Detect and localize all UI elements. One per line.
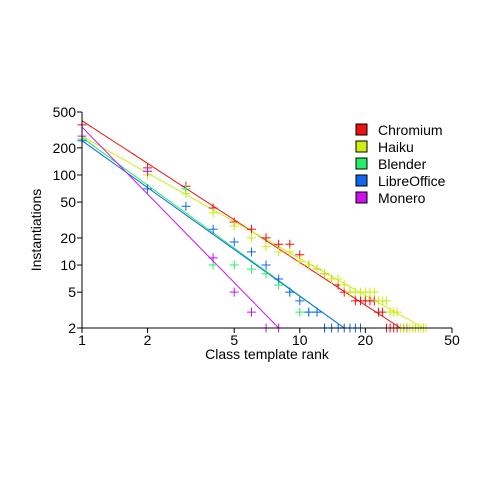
legend-label-monero: Monero: [378, 190, 426, 206]
data-point: [261, 242, 271, 252]
data-point: [285, 247, 295, 257]
data-point: [381, 296, 391, 306]
data-point: [181, 184, 191, 194]
data-point: [208, 224, 218, 234]
legend-swatch-libreoffice: [355, 174, 368, 187]
x-tick-label: 20: [358, 332, 374, 348]
legend-swatch-chromium: [355, 123, 368, 136]
legend-label-libreoffice: LibreOffice: [378, 173, 446, 189]
fit-line-haiku: [82, 135, 424, 328]
data-point: [369, 287, 379, 297]
data-point: [274, 274, 284, 284]
data-point: [246, 247, 256, 257]
data-point: [261, 260, 271, 270]
data-point: [274, 247, 284, 257]
data-point: [295, 296, 305, 306]
y-tick-label: 20: [60, 230, 76, 246]
data-point: [304, 260, 314, 270]
legend-label-haiku: Haiku: [378, 139, 414, 155]
data-point: [246, 233, 256, 243]
legend-label-blender: Blender: [378, 156, 427, 172]
data-point: [304, 307, 314, 317]
data-point: [333, 274, 343, 284]
fit-lines: [82, 120, 424, 328]
data-point: [295, 256, 305, 266]
x-tick-label: 50: [444, 332, 460, 348]
data-point: [229, 287, 239, 297]
data-point: [378, 307, 388, 317]
data-point: [143, 166, 153, 176]
data-point: [229, 221, 239, 231]
y-tick-label: 10: [60, 257, 76, 273]
y-tick-label: 500: [53, 104, 77, 120]
legend-swatch-blender: [355, 157, 368, 170]
data-point: [274, 239, 284, 249]
y-tick-label: 100: [53, 167, 77, 183]
fit-line-monero: [82, 126, 280, 328]
data-point: [295, 307, 305, 317]
data-point: [229, 237, 239, 247]
x-axis-label: Class template rank: [205, 346, 330, 362]
data-point: [312, 264, 322, 274]
fit-line-chromium: [82, 120, 401, 328]
fit-line-libreoffice: [82, 140, 345, 328]
data-point: [261, 233, 271, 243]
data-point: [208, 208, 218, 218]
data-point: [312, 307, 322, 317]
data-point: [208, 253, 218, 263]
data-point: [143, 184, 153, 194]
x-tick-label: 2: [144, 332, 152, 348]
legend-swatch-monero: [355, 191, 368, 204]
data-point: [285, 239, 295, 249]
y-axis-label: Instantiations: [28, 189, 44, 272]
x-tick-label: 5: [230, 332, 238, 348]
data-point: [392, 307, 402, 317]
y-tick-label: 2: [68, 320, 76, 336]
x-tick-label: 10: [292, 332, 308, 348]
x-tick-label: 1: [78, 332, 86, 348]
data-point: [261, 269, 271, 279]
data-point: [285, 287, 295, 297]
data-point: [320, 269, 330, 279]
legend-label-chromium: Chromium: [378, 122, 443, 138]
series-blender: [77, 134, 337, 333]
legend-swatch-haiku: [355, 140, 368, 153]
data-point: [181, 201, 191, 211]
data-point: [246, 224, 256, 234]
data-point: [339, 280, 349, 290]
data-point: [229, 260, 239, 270]
data-point: [246, 307, 256, 317]
y-tick-label: 50: [60, 194, 76, 210]
data-point: [246, 264, 256, 274]
y-tick-label: 200: [53, 140, 77, 156]
y-tick-label: 5: [68, 284, 76, 300]
